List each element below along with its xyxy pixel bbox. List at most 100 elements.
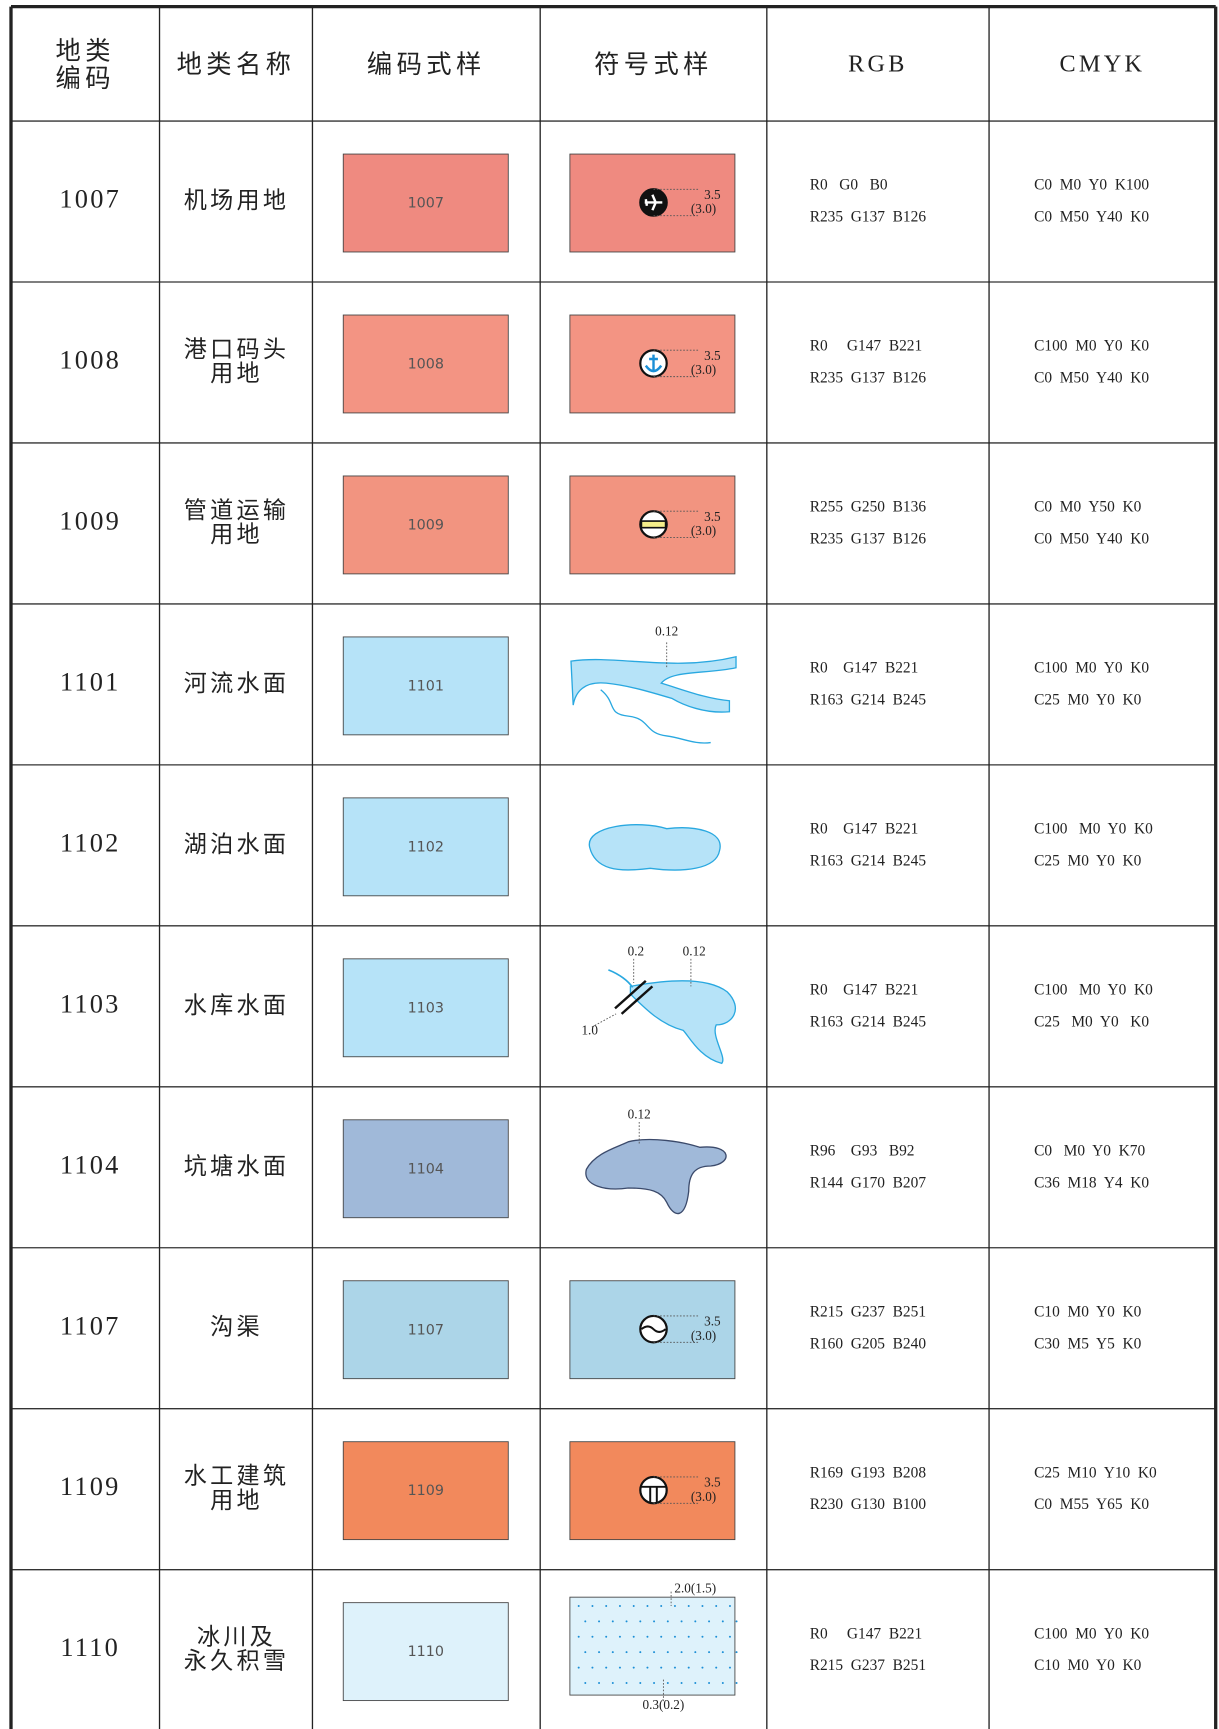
- code-sample-label: 1103: [408, 1000, 444, 1016]
- snow-dot: [673, 1635, 676, 1638]
- rgb-value: R96 G93 B92: [810, 1142, 915, 1159]
- cmyk-value: C100 M0 Y0 K0: [1034, 660, 1149, 677]
- cmyk-value: C25 M10 Y10 K0: [1034, 1464, 1157, 1481]
- rgb-value: R163 G214 B245: [810, 1013, 927, 1030]
- snow-dot: [708, 1681, 711, 1684]
- code-sample: [342, 314, 509, 414]
- cmyk-value: C10 M0 Y0 K0: [1034, 1657, 1141, 1674]
- snow-dot: [639, 1651, 642, 1654]
- snow-dot: [584, 1651, 587, 1654]
- cmyk-value: C25 M0 Y0 K0: [1034, 1013, 1149, 1030]
- cmyk-value: C100 M0 Y0 K0: [1034, 1625, 1149, 1642]
- land-name: 港口码头: [184, 337, 290, 363]
- symbol-shape: [629, 980, 736, 1065]
- symbol-label: 0.3(0.2): [643, 1697, 685, 1712]
- symbol-label: (3.0): [691, 1489, 716, 1504]
- snow-dot: [666, 1620, 669, 1623]
- snow-dot: [694, 1651, 697, 1654]
- snow-dot: [605, 1666, 608, 1669]
- symbol-label: 3.5: [704, 1475, 721, 1490]
- cmyk-value: C0 M55 Y65 K0: [1034, 1496, 1149, 1513]
- snow-dot: [639, 1620, 642, 1623]
- symbol-label: (3.0): [691, 362, 716, 377]
- code-sample-label: 1104: [408, 1161, 444, 1177]
- code-sample: [342, 636, 509, 736]
- code-sample-label: 1107: [408, 1322, 444, 1338]
- table-row: 1102 湖泊水面 1102 R0 G147 B221 R163 G214 B245 C1…: [60, 797, 1153, 897]
- snow-dot: [687, 1666, 690, 1669]
- symbol-shape: [570, 655, 737, 713]
- rgb-value: R235 G137 B126: [810, 209, 927, 226]
- snow-dot: [653, 1651, 656, 1654]
- snow-dot: [715, 1666, 718, 1669]
- rgb-value: R160 G205 B240: [810, 1335, 927, 1352]
- symbol-shape: [600, 689, 711, 744]
- symbol-label: (3.0): [691, 523, 716, 538]
- symbol-label: 2.0(1.5): [674, 1580, 716, 1595]
- snow-dot: [728, 1635, 731, 1638]
- snow-dot: [680, 1651, 683, 1654]
- land-name: 永久积雪: [184, 1649, 290, 1675]
- snow-dot: [680, 1681, 683, 1684]
- snow-dot: [708, 1620, 711, 1623]
- snow-dot: [715, 1604, 718, 1607]
- symbol-label: 0.2: [628, 943, 644, 958]
- code-sample: [342, 958, 509, 1058]
- snow-dot: [591, 1666, 594, 1669]
- symbol-label: 0.12: [628, 1106, 651, 1121]
- cmyk-value: C0 M50 Y40 K0: [1034, 530, 1149, 547]
- snow-dot: [639, 1681, 642, 1684]
- snow-dot: [701, 1666, 704, 1669]
- header-cell: RGB: [848, 51, 908, 78]
- header-cell: 地类: [56, 36, 115, 65]
- land-code: 1007: [59, 184, 121, 214]
- header-cell: CMYK: [1059, 51, 1145, 78]
- table-row: 1101 河流水面 1101 0.12 R0 G147 B221 R163 G214 B2…: [60, 624, 1149, 744]
- snow-dot: [660, 1635, 663, 1638]
- code-sample-label: 1009: [408, 517, 444, 533]
- header-cell: 符号式样: [594, 50, 713, 79]
- cmyk-value: C10 M0 Y0 K0: [1034, 1303, 1141, 1320]
- code-sample: [342, 153, 509, 253]
- cmyk-value: C0 M0 Y50 K0: [1034, 499, 1141, 516]
- snow-dot: [653, 1620, 656, 1623]
- snow-dot: [584, 1681, 587, 1684]
- rgb-value: R169 G193 B208: [810, 1464, 927, 1481]
- symbol-label: (3.0): [691, 201, 716, 216]
- land-name: 管道运输: [184, 498, 290, 524]
- snow-dot: [701, 1604, 704, 1607]
- icon: [640, 520, 667, 529]
- table-row: 1103 水库水面 1103 0.2 0.12 1.0 R0 G147 B221 R163 G…: [60, 943, 1153, 1065]
- code-sample: [342, 1280, 509, 1380]
- rgb-value: R235 G137 B126: [810, 370, 927, 387]
- cmyk-value: C0 M50 Y40 K0: [1034, 209, 1149, 226]
- snow-dot: [721, 1681, 724, 1684]
- symbol-label: 3.5: [704, 187, 721, 202]
- land-name: 机场用地: [184, 188, 290, 214]
- snow-dot: [598, 1651, 601, 1654]
- land-code: 1008: [59, 345, 121, 375]
- snow-dot: [653, 1681, 656, 1684]
- code-sample-label: 1007: [408, 196, 444, 212]
- table-row: 1104 坑塘水面 1104 0.12 R96 G93 B92 R144 G170 B20…: [60, 1106, 1149, 1219]
- cmyk-value: C30 M5 Y5 K0: [1034, 1335, 1141, 1352]
- snow-dot: [728, 1666, 731, 1669]
- rgb-value: R235 G137 B126: [810, 530, 927, 547]
- cmyk-value: C25 M0 Y0 K0: [1034, 852, 1141, 869]
- snow-dot: [728, 1604, 731, 1607]
- cmyk-value: C0 M0 Y0 K70: [1034, 1142, 1145, 1159]
- land-name: 坑塘水面: [184, 1154, 290, 1180]
- snow-dot: [605, 1635, 608, 1638]
- symbol-shape: [614, 979, 654, 1015]
- cmyk-value: C0 M0 Y0 K100: [1034, 177, 1149, 194]
- snow-dot: [577, 1635, 580, 1638]
- rgb-value: R0 G147 B221: [810, 1625, 922, 1642]
- code-sample-label: 1101: [408, 678, 444, 694]
- rgb-value: R144 G170 B207: [810, 1174, 927, 1191]
- rgb-value: R255 G250 B136: [810, 499, 927, 516]
- rgb-value: R0 G147 B221: [810, 660, 919, 677]
